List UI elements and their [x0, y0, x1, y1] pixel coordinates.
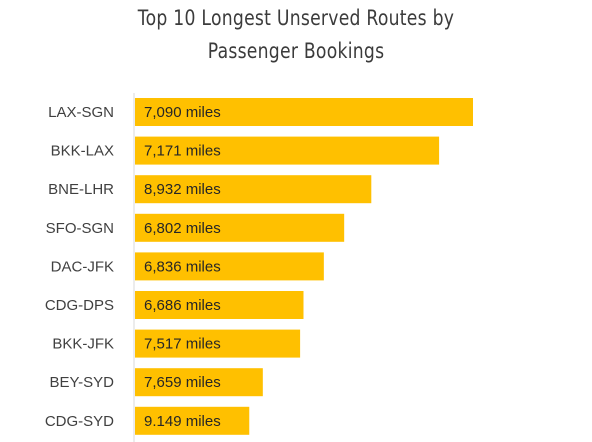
bar-cdg-dps — [135, 291, 304, 319]
bar-bey-syd — [135, 368, 263, 397]
chart-title-line-1: Top 10 Longest Unserved Routes by — [137, 6, 455, 30]
bar-dac-jfk — [135, 252, 324, 281]
chart-title-line-2: Passenger Bookings — [207, 39, 385, 63]
data-label-bkk-lax: 7,171 miles — [144, 143, 221, 160]
data-label-bne-lhr: 8,932 miles — [144, 181, 221, 198]
bar-bkk-jfk — [135, 329, 301, 358]
category-label-bkk-lax: BKK-LAX — [51, 143, 114, 160]
data-label-bey-syd: 7,659 miles — [144, 374, 221, 391]
bar-bkk-lax — [135, 136, 440, 165]
category-label-cdg-syd: CDG-SYD — [45, 413, 114, 430]
bar-sfo-sgn — [135, 213, 345, 242]
category-label-cdg-dps: CDG-DPS — [45, 297, 114, 314]
category-label-bkk-jfk: BKK-JFK — [52, 336, 114, 353]
category-label-dac-jfk: DAC-JFK — [51, 258, 114, 275]
data-label-cdg-dps: 6,686 miles — [144, 297, 221, 314]
data-label-cdg-syd: 9.149 miles — [144, 413, 221, 430]
category-label-lax-sgn: LAX-SGN — [48, 104, 114, 121]
category-label-bey-syd: BEY-SYD — [50, 374, 115, 391]
category-label-bne-lhr: BNE-LHR — [48, 181, 114, 198]
chart-title: Top 10 Longest Unserved Routes by Passen… — [53, 2, 538, 68]
data-label-dac-jfk: 6,836 miles — [144, 258, 221, 275]
data-label-bkk-jfk: 7,517 miles — [144, 336, 221, 353]
data-label-lax-sgn: 7,090 miles — [144, 104, 221, 121]
category-label-sfo-sgn: SFO-SGN — [46, 220, 114, 237]
data-label-sfo-sgn: 6,802 miles — [144, 220, 221, 237]
bar-lax-sgn — [135, 98, 473, 126]
labels-layer: LAX-SGN 7,090 miles BKK-LAX 7,171 miles BNE-… — [45, 104, 221, 430]
bar-bne-lhr — [135, 175, 372, 204]
bar-cdg-syd — [135, 406, 250, 435]
bars-layer — [135, 98, 473, 435]
